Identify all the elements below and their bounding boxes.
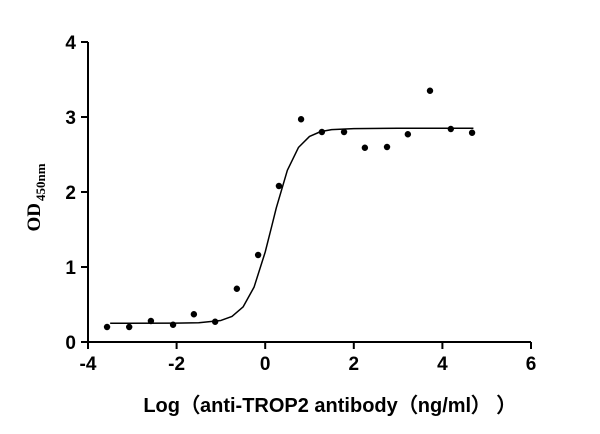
y-axis-label-group: OD 450nm [24,163,48,231]
y-tick-label: 3 [65,108,76,129]
data-point [468,129,476,136]
x-tick-label: -2 [168,354,185,375]
y-tick-label: 0 [65,333,76,354]
data-point [103,323,111,331]
x-axis-label: Log（anti-TROP2 antibody（ng/ml） ） [143,394,516,417]
y-axis-label: OD [24,203,45,232]
x-tick-label: 4 [437,354,448,375]
x-tick-label: -4 [80,354,97,375]
data-point [275,182,283,190]
data-point [426,87,434,94]
y-tick-label: 4 [65,33,76,54]
fit-curve [110,127,474,324]
data-point [125,323,133,331]
x-tick-label: 6 [526,354,537,375]
y-axis-label-subscript: 450nm [33,163,48,201]
y-tick-label: 1 [65,258,76,279]
data-point [340,128,348,136]
y-tick-label: 2 [65,183,76,204]
data-point [361,144,369,151]
data-point [190,311,198,318]
data-point [254,251,262,259]
data-point [404,131,412,138]
data-point [447,125,455,133]
x-tick-label: 2 [349,354,360,375]
data-point [233,285,241,292]
data-point [383,143,391,151]
data-point [297,116,305,123]
x-tick-label: 0 [260,354,271,375]
